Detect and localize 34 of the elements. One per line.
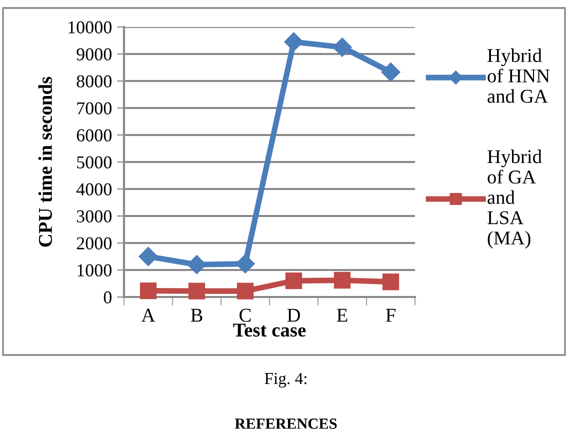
y-tick-label: 3000 <box>76 210 112 222</box>
y-tick-label: 1000 <box>78 264 112 276</box>
point <box>188 282 206 300</box>
point <box>332 38 352 57</box>
point <box>381 62 400 82</box>
y-tick-label: 9000 <box>76 48 112 60</box>
caption: Fig. 4: <box>264 372 306 388</box>
x-tick-label: C <box>240 308 251 322</box>
point <box>382 274 400 290</box>
legend-label: Hybrid of HNN and GA <box>488 48 550 103</box>
y-tick-label: 4000 <box>76 183 112 196</box>
point <box>236 254 255 274</box>
x-tick-label: B <box>190 308 202 322</box>
point <box>138 246 158 266</box>
y-tick-label: 10000 <box>68 21 112 34</box>
y-axis-title: CPU time in seconds <box>38 76 52 247</box>
x-tick-label: A <box>141 308 156 322</box>
x-tick-label: E <box>336 308 348 322</box>
y-tick-label: 5000 <box>77 156 112 168</box>
text: REFERENCES <box>234 418 337 429</box>
legend-label: Hybrid of GA and LSA (MA) <box>488 150 542 249</box>
x-tick-label: F <box>386 308 396 322</box>
point <box>284 32 304 52</box>
y-tick-label: 0 <box>104 291 112 304</box>
point <box>285 272 302 290</box>
point <box>236 282 254 300</box>
y-tick-label: 6000 <box>76 129 112 142</box>
y-tick-label: 2000 <box>76 237 112 250</box>
x-axis-title: Test case <box>233 324 306 337</box>
x-tick-label: D <box>287 308 300 322</box>
y-tick-label: 7000 <box>77 102 112 114</box>
point <box>334 272 351 289</box>
y-tick-label: 8000 <box>76 75 112 88</box>
point <box>140 282 157 300</box>
